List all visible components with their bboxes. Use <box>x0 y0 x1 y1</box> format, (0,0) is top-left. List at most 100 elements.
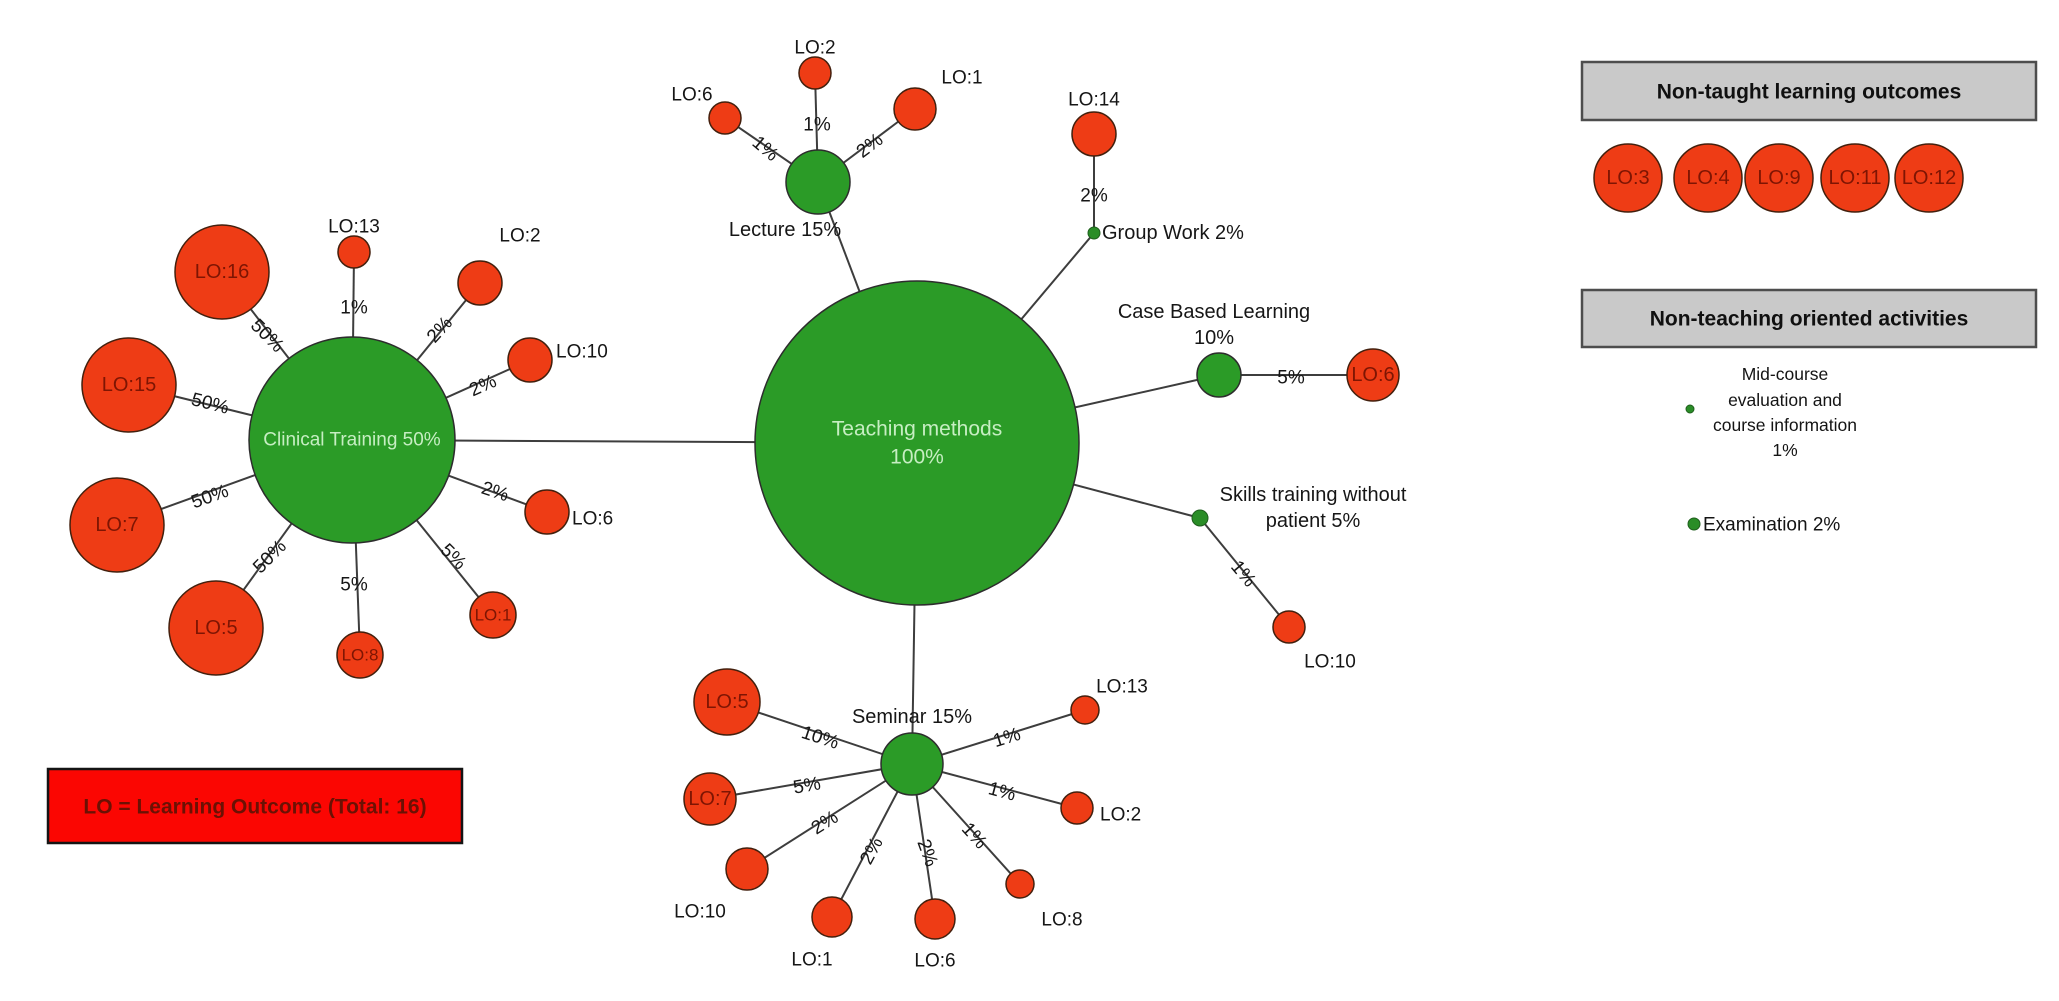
lo-node-label: LO:2 <box>1100 805 1141 826</box>
lo-node-label: LO:10 <box>1304 652 1356 673</box>
panel-non-taught: Non-taught learning outcomes LO:3 LO:4 LO:… <box>1580 60 2038 213</box>
lo-node <box>725 847 769 891</box>
method-node-teaching <box>754 280 1080 606</box>
non-taught-lo-circle <box>1744 143 1814 213</box>
lo-node-label: LO:13 <box>328 217 380 238</box>
lo-legend: LO = Learning Outcome (Total: 16) <box>46 767 464 845</box>
lo-node <box>336 631 384 679</box>
mid-course-line-1: Mid-course <box>1742 364 1829 384</box>
method-node-label-teaching: Teaching methods <box>832 418 1002 441</box>
lo-node-label: LO:1 <box>791 950 832 971</box>
edge-skills-lo <box>1199 517 1290 628</box>
lo-node-label: LO:2 <box>499 226 540 247</box>
lo-node-label: LO:1 <box>941 68 982 89</box>
lo-node-label: LO:10 <box>674 902 726 923</box>
lo-node <box>1060 791 1094 825</box>
edge-weight-label: 50% <box>249 536 291 578</box>
lo-node-label: LO:6 <box>1351 364 1394 386</box>
method-node-label-groupwork: Group Work 2% <box>1102 222 1244 244</box>
edge-weight-label: 50% <box>189 481 232 514</box>
lo-node <box>811 896 853 938</box>
lo-node-label: LO:5 <box>194 617 237 639</box>
lo-node <box>1070 695 1100 725</box>
mid-course-line-3: course information <box>1713 415 1857 435</box>
non-taught-lo-circle <box>1593 143 1663 213</box>
lo-node-label: LO:6 <box>914 951 955 972</box>
edge-weight-label: 50% <box>189 389 231 419</box>
lo-node <box>507 337 553 383</box>
edge-weight-label: 1% <box>991 724 1024 752</box>
nodes-layer <box>69 56 1400 940</box>
edge-weight-label: 2% <box>912 837 941 870</box>
examination-label: Examination 2% <box>1703 515 1840 536</box>
method-node-cbl <box>1196 352 1242 398</box>
lo-legend-box <box>46 767 464 845</box>
lo-node <box>683 772 737 826</box>
lo-node-label: LO:5 <box>705 691 748 713</box>
lo-node <box>914 898 956 940</box>
lo-node <box>1005 869 1035 899</box>
method-node-label-seminar: Seminar 15% <box>852 706 972 728</box>
lo-node-label: LO:16 <box>195 261 249 283</box>
lo-node-label: LO:2 <box>794 38 835 59</box>
lo-node <box>337 235 371 269</box>
labels-layer: Teaching methods 100% Clinical Training 50… <box>95 38 1406 972</box>
method-node-label-teaching: 100% <box>890 446 944 469</box>
edge-weight-label: 1% <box>986 778 1018 805</box>
lo-node-label: LO:1 <box>475 606 512 625</box>
lo-node-label: LO:14 <box>1068 90 1120 111</box>
non-taught-lo-label: LO:11 <box>1829 167 1882 189</box>
lo-node-label: LO:7 <box>95 514 138 536</box>
method-node-label-lecture: Lecture 15% <box>729 219 842 241</box>
lo-legend-text: LO = Learning Outcome (Total: 16) <box>83 796 426 819</box>
lo-node <box>524 489 570 535</box>
lo-node <box>893 87 937 131</box>
lo-node <box>1071 111 1117 157</box>
lo-node <box>469 591 517 639</box>
edge-seminar-lo <box>709 763 913 800</box>
method-node-label-cbl: Case Based Learning <box>1118 301 1310 323</box>
lo-node-label: LO:10 <box>556 342 608 363</box>
lo-node-label: LO:8 <box>342 646 379 665</box>
edge-seminar-lo <box>746 763 913 870</box>
method-node-label-skills: Skills training without <box>1220 484 1407 506</box>
edge-weight-label: 1% <box>340 298 368 319</box>
lo-node <box>168 580 264 676</box>
method-node-groupwork <box>1087 226 1101 240</box>
non-teaching-header-box <box>1580 288 2038 349</box>
lo-node <box>1272 610 1306 644</box>
non-taught-lo-circle <box>1894 143 1964 213</box>
edge-weight-label: 5% <box>1277 368 1305 389</box>
lo-node-label: LO:15 <box>102 374 156 396</box>
non-taught-lo-circle <box>1820 143 1890 213</box>
examination-dot <box>1687 517 1701 531</box>
mid-course-line-2: evaluation and <box>1728 390 1842 410</box>
lo-node <box>798 56 832 90</box>
edge-weight-label: 1% <box>803 115 831 136</box>
edge-weight-label: 5% <box>792 773 823 798</box>
lo-node <box>457 260 503 306</box>
lo-node-label: LO:6 <box>671 85 712 106</box>
edge-weight-label: 1% <box>957 819 991 854</box>
lo-node-label: LO:8 <box>1041 910 1082 931</box>
edge-weight-label: 2% <box>1080 186 1108 207</box>
non-taught-lo-label: LO:3 <box>1606 167 1649 189</box>
non-taught-items: LO:3 LO:4 LO:9 LO:11 LO:12 <box>1593 143 1964 213</box>
lo-node <box>69 477 165 573</box>
non-taught-lo-label: LO:12 <box>1902 167 1956 189</box>
lo-node <box>708 101 742 135</box>
mid-course-dot <box>1685 404 1695 414</box>
method-node-label-clinical: Clinical Training 50% <box>263 430 441 451</box>
method-node-seminar <box>880 732 944 796</box>
method-node-lecture <box>785 149 851 215</box>
lo-node <box>81 337 177 433</box>
edge-weight-label: 10% <box>799 722 842 754</box>
non-taught-lo-circle <box>1673 143 1743 213</box>
lo-node-label: LO:7 <box>688 788 731 810</box>
lo-node <box>1346 348 1400 402</box>
mid-course-line-4: 1% <box>1772 440 1797 460</box>
edge-weight-label: 2% <box>479 478 512 506</box>
method-node-label-cbl: 10% <box>1194 327 1234 349</box>
lo-node-label: LO:13 <box>1096 677 1148 698</box>
